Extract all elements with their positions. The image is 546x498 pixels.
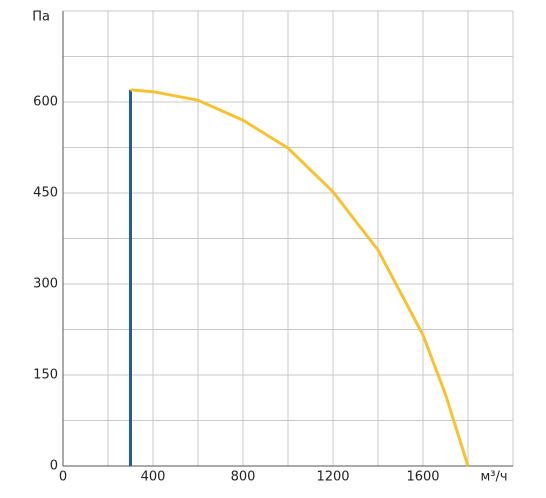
- x-tick-label: 1600: [406, 470, 439, 485]
- y-tick-label: 0: [50, 459, 58, 474]
- x-tick-label: 800: [231, 470, 256, 485]
- y-tick-label: 150: [33, 368, 58, 383]
- line-series: [130, 88, 470, 467]
- x-tick-label: 0: [59, 470, 67, 485]
- y-tick-label: 600: [33, 95, 58, 110]
- x-tick-label: 1200: [316, 470, 349, 485]
- x-tick-label: 400: [141, 470, 166, 485]
- y-tick-label: 450: [33, 186, 58, 201]
- y-tick-label: 300: [33, 277, 58, 292]
- y-axis-label: Па: [32, 10, 50, 25]
- x-axis-label: м³/ч: [480, 470, 507, 485]
